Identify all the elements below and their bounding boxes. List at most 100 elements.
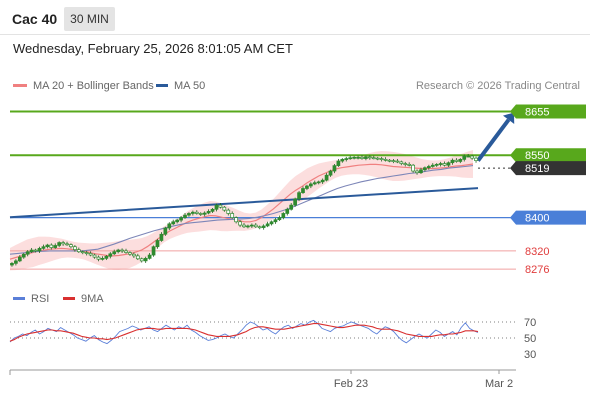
candle	[124, 248, 128, 254]
candle	[37, 246, 42, 253]
candle	[403, 161, 408, 167]
candle-body	[407, 164, 412, 166]
candle-body	[289, 204, 294, 210]
candle-body	[100, 258, 105, 260]
candle	[17, 255, 22, 263]
candle-body	[356, 156, 360, 159]
candle	[128, 251, 132, 256]
candle	[407, 162, 412, 167]
level-label-8519: 8519	[525, 163, 549, 175]
time-axis: Feb 23 Mar 2	[9, 369, 516, 390]
candle-body	[238, 221, 242, 226]
candle	[344, 156, 349, 162]
candle	[426, 164, 431, 170]
candle	[442, 161, 447, 167]
candle-body	[147, 254, 152, 259]
candle	[92, 253, 97, 259]
candle-body	[305, 185, 309, 189]
candle-body	[470, 155, 474, 159]
level-label-8550: 8550	[525, 150, 549, 162]
candle-body	[411, 164, 415, 172]
candle-body	[474, 157, 478, 161]
candle-body	[320, 179, 325, 183]
candle-body	[88, 253, 93, 256]
candle	[371, 155, 376, 160]
candle	[57, 241, 62, 248]
candle-body	[273, 219, 278, 223]
legend-ma20-label: MA 20 + Bollinger Bands	[33, 80, 154, 92]
candle	[108, 252, 113, 259]
candle-body	[45, 244, 50, 248]
candle-body	[175, 219, 179, 223]
candle	[474, 156, 478, 163]
candle-body	[391, 160, 396, 162]
candle	[285, 207, 290, 216]
candle	[242, 223, 246, 229]
candle-body	[159, 233, 164, 241]
candle	[234, 216, 238, 224]
legend-ma50-label: MA 50	[174, 80, 206, 92]
candle-body	[61, 242, 65, 245]
candle-body	[21, 253, 26, 258]
candle-body	[112, 251, 117, 255]
candle	[367, 155, 372, 160]
candle-body	[281, 213, 286, 218]
candle	[155, 238, 160, 249]
candle	[253, 223, 258, 229]
candle-body	[218, 204, 223, 208]
candle	[163, 226, 168, 236]
candle	[269, 220, 274, 226]
candle-body	[328, 170, 333, 176]
candle-body	[277, 217, 282, 221]
candle	[277, 215, 282, 221]
candle-body	[222, 206, 227, 211]
candle	[104, 255, 109, 261]
candle	[120, 248, 124, 253]
rsi-panel: 70 50 30	[9, 317, 536, 361]
candle-body	[198, 213, 203, 215]
candle-body	[242, 224, 246, 228]
level-tag-8550	[510, 148, 586, 163]
timeframe-button[interactable]: 30 MIN	[64, 7, 115, 31]
level-tag-8655	[510, 104, 586, 119]
candle	[210, 208, 215, 214]
candles-layer	[10, 153, 478, 267]
candle-body	[375, 157, 380, 160]
candle-body	[399, 161, 404, 164]
candle	[88, 251, 93, 257]
candle	[356, 155, 360, 160]
candle-body	[367, 156, 372, 159]
candle	[328, 169, 333, 177]
candle	[194, 210, 199, 215]
candle-body	[297, 192, 301, 200]
candle	[383, 157, 388, 162]
candle	[348, 155, 353, 160]
candle-body	[116, 249, 121, 253]
candle	[289, 203, 294, 211]
candle	[230, 211, 235, 219]
candle-body	[336, 160, 341, 166]
candle-body	[139, 258, 144, 262]
legend-rsi-label: RSI	[31, 293, 50, 305]
candle	[352, 156, 356, 160]
candle	[33, 248, 38, 253]
candle	[419, 167, 423, 174]
candle	[391, 158, 396, 164]
9ma-swatch-icon	[63, 296, 75, 300]
candle	[132, 252, 136, 258]
candle	[206, 209, 211, 215]
candle	[143, 256, 148, 263]
candle	[198, 212, 203, 216]
candle	[454, 158, 459, 163]
candle	[387, 158, 392, 163]
candle-body	[434, 164, 439, 166]
candle	[29, 247, 34, 253]
candle	[265, 221, 270, 228]
candle	[76, 247, 81, 253]
level-label-8655: 8655	[525, 107, 549, 119]
level-label-8276: 8276	[525, 264, 549, 276]
candle-body	[69, 244, 73, 248]
candle	[139, 257, 144, 263]
candle-body	[183, 214, 187, 218]
